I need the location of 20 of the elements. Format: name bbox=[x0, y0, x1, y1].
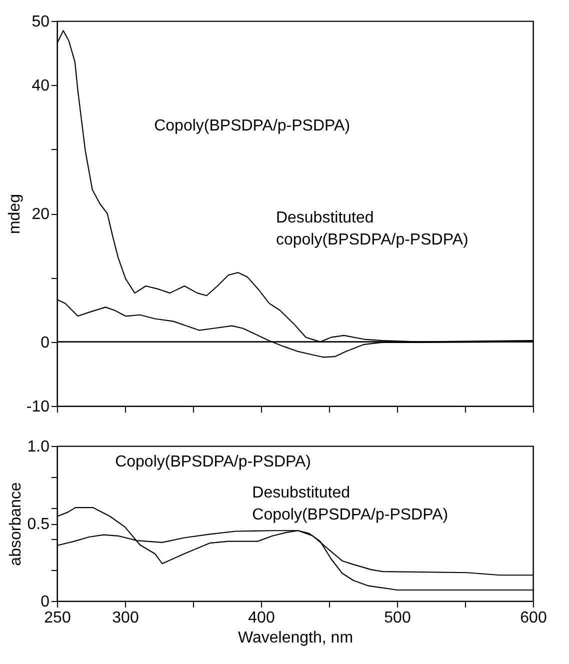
annotation: Copoly(BPSDPA/p-PSDPA) bbox=[154, 118, 350, 135]
annotation: Desubstituted copoly(BPSDPA/p-PSDPA) bbox=[276, 209, 468, 248]
y-tick-label: 20 bbox=[32, 206, 50, 223]
y-axis-title: absorbance bbox=[7, 482, 24, 566]
y-tick-label: -10 bbox=[26, 398, 50, 416]
y-axis-title: mdeg bbox=[6, 194, 24, 234]
y-tick-label: 1.0 bbox=[27, 438, 50, 456]
x-tick-label: 500 bbox=[384, 610, 411, 626]
x-axis-title: Wavelength, nm bbox=[238, 630, 354, 646]
annotation: Desubstituted Copoly(BPSDPA/p-PSDPA) bbox=[252, 484, 448, 524]
y-tick-label: 50 bbox=[32, 14, 50, 30]
y-tick-label: 0 bbox=[40, 334, 50, 352]
y-tick-label: 0 bbox=[40, 594, 50, 610]
y-tick-label: 0.5 bbox=[27, 516, 50, 533]
x-tick-label: 600 bbox=[520, 610, 547, 626]
x-tick-label: 250 bbox=[44, 610, 71, 626]
x-tick-label: 300 bbox=[112, 610, 139, 626]
x-tick-label: 400 bbox=[248, 610, 275, 626]
annotation: Copoly(BPSDPA/p-PSDPA) bbox=[115, 454, 311, 470]
y-tick-label: 40 bbox=[32, 78, 50, 95]
